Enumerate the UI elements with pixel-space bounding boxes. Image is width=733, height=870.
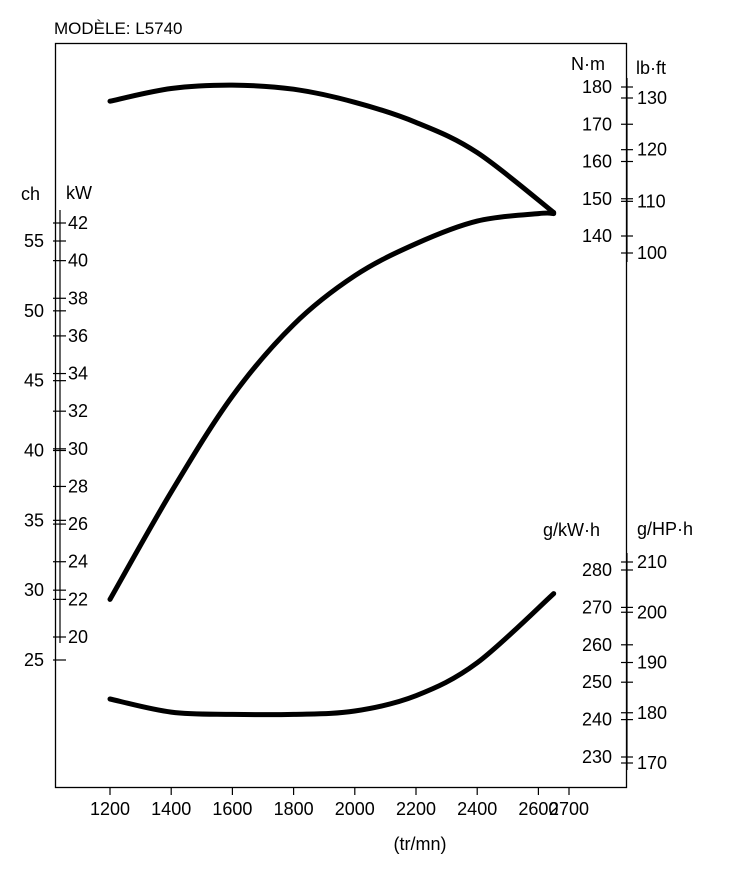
kw-tick-label: 26: [68, 514, 88, 534]
kw-tick-label: 24: [68, 552, 88, 572]
x-tick-label: 2600: [518, 799, 558, 819]
lbft-tick-label: 110: [637, 191, 666, 211]
ch-tick-label: 55: [24, 231, 44, 251]
lbft-tick-label: 130: [637, 88, 667, 108]
kw-tick-label: 20: [68, 627, 88, 647]
gkwh-unit-label: g/kW·h: [543, 520, 600, 540]
gkwh-tick-label: 270: [582, 597, 612, 617]
ch-tick-label: 40: [24, 441, 44, 461]
x-tick-label: 1600: [212, 799, 252, 819]
gkwh-tick-label: 240: [582, 710, 612, 730]
gkwh-tick-label: 280: [582, 560, 612, 580]
left-axes-ticks: 25 30 35 40 45 50 55 20 22 24 26 28 30 32 34 36 38 40 42: [24, 213, 88, 670]
lbft-tick-label: 100: [637, 243, 667, 263]
torque-curve: [107, 82, 557, 215]
gkwh-tick-label: 230: [582, 747, 612, 767]
ghph-unit-label: g/HP·h: [637, 519, 693, 539]
ghph-tick-label: 210: [637, 552, 667, 572]
nm-tick-label: 140: [582, 226, 612, 246]
kw-tick-label: 28: [68, 476, 88, 496]
ch-tick-label: 30: [24, 580, 44, 600]
kw-tick-label: 42: [68, 213, 88, 233]
x-tick-label: 2200: [396, 799, 436, 819]
x-tick-label: 1400: [151, 799, 191, 819]
kw-unit-label: kW: [66, 183, 92, 203]
kw-tick-label: 38: [68, 288, 88, 308]
x-tick-label: 1200: [90, 799, 130, 819]
x-axis-label: (tr/mn): [394, 834, 447, 854]
right-axes-ticks: 140 150 160 170 180 100 110 120 130 230 240 250 260 2…: [582, 77, 667, 773]
ghph-tick-label: 180: [637, 703, 667, 723]
ghph-tick-label: 190: [637, 653, 667, 673]
kw-tick-label: 22: [68, 589, 88, 609]
nm-tick-label: 150: [582, 189, 612, 209]
nm-tick-label: 160: [582, 152, 612, 172]
x-tick-label: 2400: [457, 799, 497, 819]
gkwh-tick-label: 260: [582, 635, 612, 655]
x-tick-label: 2000: [335, 799, 375, 819]
power-curve: [107, 210, 557, 602]
kw-tick-label: 34: [68, 364, 88, 384]
ch-tick-label: 25: [24, 650, 44, 670]
lbft-unit-label: lb·ft: [636, 58, 666, 78]
ch-tick-label: 50: [24, 301, 44, 321]
kw-tick-label: 40: [68, 251, 88, 271]
kw-tick-label: 36: [68, 326, 88, 346]
ghph-tick-label: 200: [637, 602, 667, 622]
fuel-consumption-curve: [107, 591, 557, 718]
kw-tick-label: 30: [68, 439, 88, 459]
nm-tick-label: 180: [582, 77, 612, 97]
kw-tick-label: 32: [68, 401, 88, 421]
lbft-tick-label: 120: [637, 140, 667, 160]
model-label: MODÈLE: L5740: [54, 19, 183, 38]
plot-frame: [54, 42, 628, 789]
ch-tick-label: 35: [24, 510, 44, 530]
ghph-tick-label: 170: [637, 753, 667, 773]
ch-tick-label: 45: [24, 371, 44, 391]
gkwh-tick-label: 250: [582, 672, 612, 692]
nm-tick-label: 170: [582, 114, 612, 134]
nm-unit-label: N·m: [571, 54, 605, 74]
x-tick-label: 2700: [549, 799, 589, 819]
x-tick-label: 1800: [274, 799, 314, 819]
curves: [107, 82, 557, 718]
ch-unit-label: ch: [21, 184, 40, 204]
